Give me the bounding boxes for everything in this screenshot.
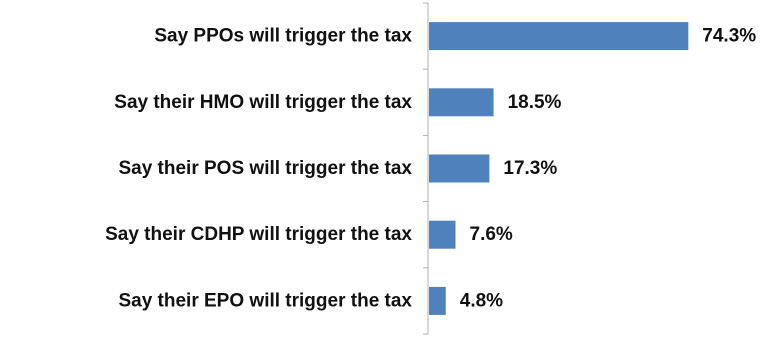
labels-layer: Say PPOs will trigger the tax 74.3% Say th…	[105, 26, 756, 312]
bar-4	[429, 220, 456, 249]
value-label-4: 7.6%	[470, 224, 513, 245]
category-label-5: Say their EPO will trigger the tax	[118, 290, 412, 311]
category-label-1: Say PPOs will trigger the tax	[154, 26, 412, 47]
bar-5	[429, 286, 446, 315]
bar-1	[429, 22, 689, 51]
bar-3	[429, 154, 490, 183]
value-label-5: 4.8%	[460, 290, 503, 311]
axis-layer	[423, 2, 429, 335]
bar-2	[429, 88, 494, 117]
bars-layer	[429, 22, 689, 315]
value-label-3: 17.3%	[503, 158, 557, 179]
category-label-3: Say their POS will trigger the tax	[118, 158, 412, 179]
category-label-2: Say their HMO will trigger the tax	[114, 92, 412, 113]
category-label-4: Say their CDHP will trigger the tax	[105, 224, 412, 245]
value-label-2: 18.5%	[508, 92, 562, 113]
value-label-1: 74.3%	[702, 26, 756, 47]
